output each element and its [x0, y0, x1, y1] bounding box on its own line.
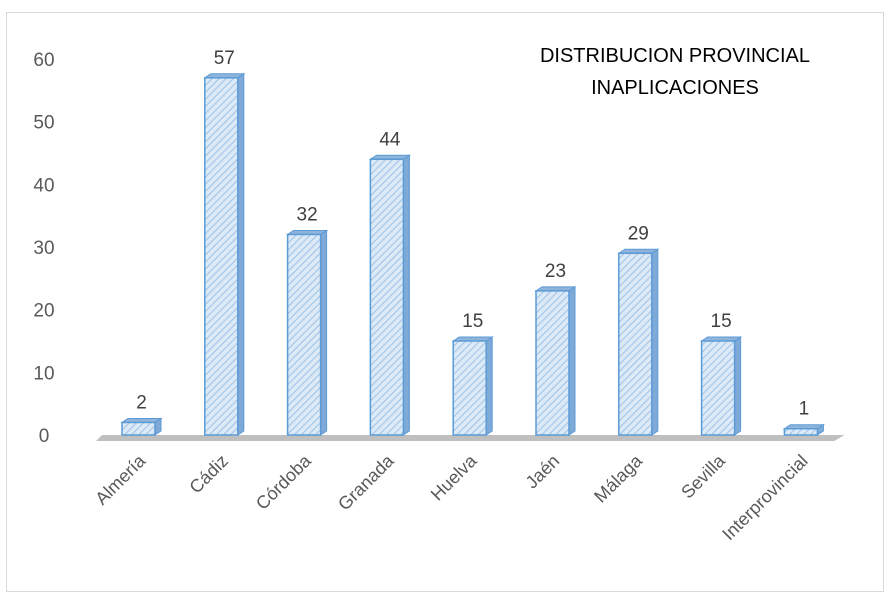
bar-side [651, 248, 659, 436]
bar [618, 252, 653, 436]
bar [700, 340, 736, 436]
bar-side [402, 154, 410, 436]
category-label: Interprovincial [718, 451, 811, 544]
bar-side [320, 229, 328, 436]
bar [204, 77, 239, 436]
data-label: 44 [379, 129, 401, 150]
data-label: 1 [799, 399, 810, 420]
data-label: 32 [297, 204, 318, 225]
chart-title: DISTRIBUCION PROVINCIAL INAPLICACIONES [520, 40, 830, 104]
chart-floor [96, 435, 845, 441]
bar [535, 290, 570, 436]
y-tick-label: 40 [33, 175, 54, 196]
bar-side [734, 336, 742, 436]
category-label: Granada [334, 450, 398, 514]
data-label: 15 [462, 311, 483, 332]
y-tick-label: 10 [33, 363, 54, 384]
bar [121, 421, 156, 436]
chart-area [6, 12, 884, 592]
chart-title-line-2: INAPLICACIONES [591, 77, 759, 99]
bar-side [237, 72, 245, 436]
y-tick-label: 50 [33, 113, 54, 134]
bar-side [568, 285, 576, 436]
category-label: Jaén [522, 451, 564, 493]
bar [286, 233, 322, 436]
category-label: Huelva [427, 450, 481, 504]
category-label: Córdoba [252, 450, 316, 514]
bar [452, 340, 487, 436]
bar [783, 427, 819, 436]
data-label: 23 [545, 261, 566, 282]
data-label: 57 [214, 48, 235, 69]
category-label: Cádiz [185, 451, 232, 498]
category-label: Almería [91, 450, 150, 509]
y-tick-label: 60 [33, 50, 54, 71]
data-label: 2 [136, 392, 147, 413]
category-label: Sevilla [677, 450, 729, 502]
y-tick-label: 30 [33, 238, 54, 259]
bar [369, 158, 405, 436]
y-tick-label: 20 [33, 301, 54, 322]
data-label: 29 [628, 223, 649, 244]
y-tick-label: 0 [39, 426, 50, 447]
chart-title-line-1: DISTRIBUCION PROVINCIAL [539, 45, 811, 67]
data-label: 15 [711, 311, 732, 332]
bar-side [485, 336, 493, 436]
category-label: Málaga [590, 450, 647, 507]
